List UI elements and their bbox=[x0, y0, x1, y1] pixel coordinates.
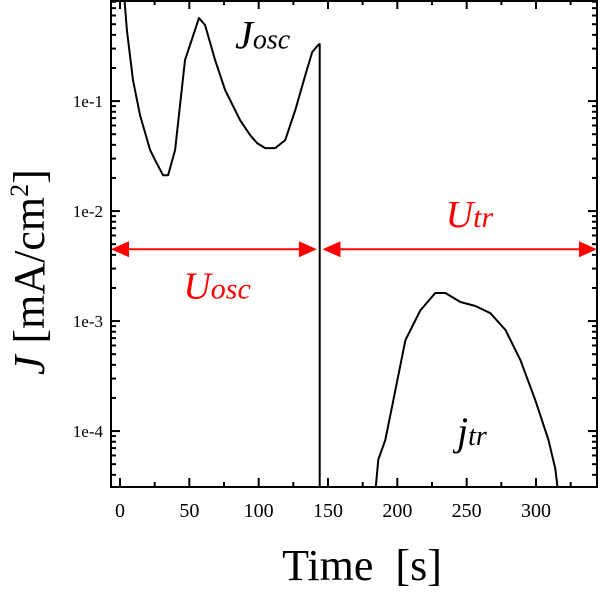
x-tick-label: 50 bbox=[179, 500, 199, 522]
series-line-j-osc bbox=[123, 0, 321, 487]
y-label-close: ] bbox=[5, 169, 54, 184]
u-tr-arrow-head-right bbox=[579, 241, 597, 258]
x-tick-label: 150 bbox=[313, 500, 343, 522]
y-tick-label: 1e-2 bbox=[73, 202, 103, 221]
x-tick-label: 300 bbox=[521, 500, 551, 522]
series-label-j-tr: jtr bbox=[452, 409, 487, 454]
x-axis-label: Time [s] bbox=[282, 541, 442, 590]
series-label-j-osc: Josc bbox=[235, 13, 291, 58]
plot-frame bbox=[110, 0, 598, 488]
y-tick-label: 1e-1 bbox=[73, 92, 103, 111]
y-tick-label: 1e-3 bbox=[73, 312, 103, 331]
y-label-symbol: J bbox=[5, 353, 54, 375]
svg-text:J[mA/cm2]: J [mA/cm2] bbox=[5, 169, 54, 375]
x-tick-label: 200 bbox=[382, 500, 412, 522]
x-tick-label: 100 bbox=[244, 500, 274, 522]
y-label-sup: 2 bbox=[5, 184, 34, 197]
x-tick-label: 250 bbox=[452, 500, 482, 522]
y-axis-label: J [mA/cm2] bbox=[5, 169, 54, 375]
u-osc-label: Uosc bbox=[183, 266, 250, 308]
y-label-unit: [mA/cm bbox=[5, 197, 54, 344]
u-osc-arrow-head-right bbox=[298, 241, 317, 258]
u-tr-arrow-head-left bbox=[322, 241, 341, 258]
x-tick-label: 0 bbox=[115, 500, 125, 522]
u-tr-label: Utr bbox=[446, 194, 494, 236]
y-tick-label: 1e-4 bbox=[73, 422, 104, 441]
u-osc-arrow-head-left bbox=[111, 241, 129, 258]
series-line-j-tr bbox=[374, 292, 559, 488]
